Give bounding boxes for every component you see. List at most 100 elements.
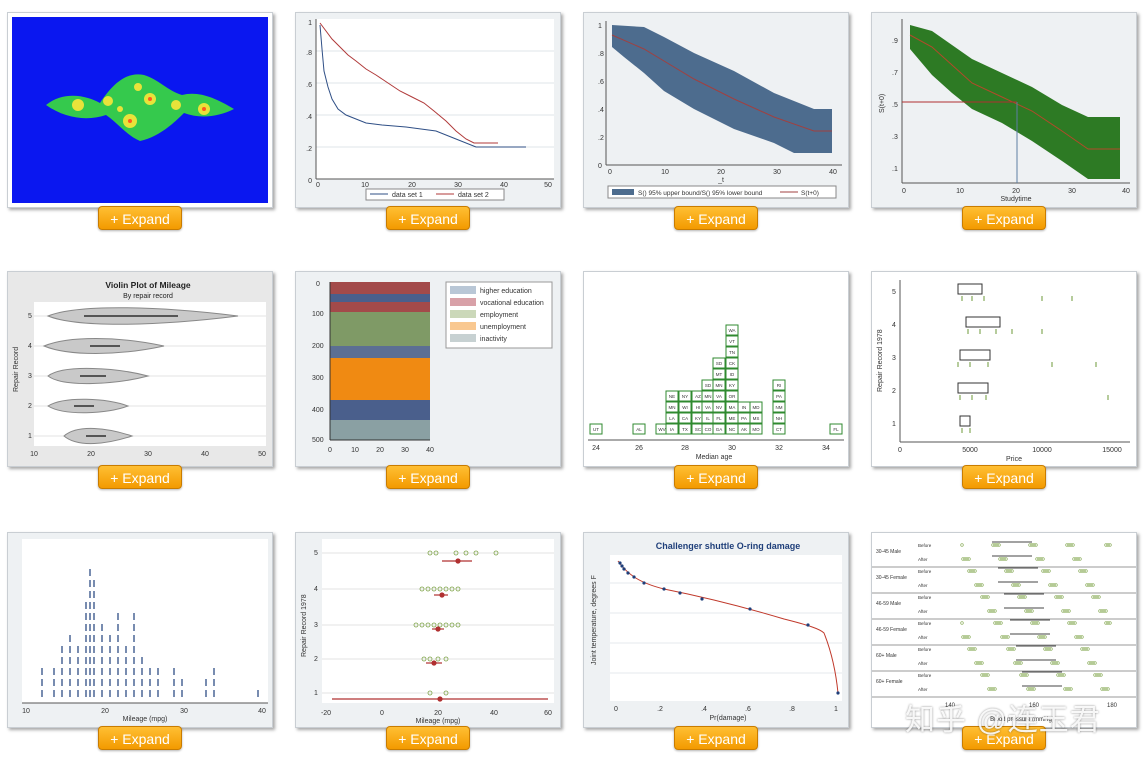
blood-pressure-plot[interactable]: 140 160 180 Blood pressure (mmHg) 30-45 … xyxy=(871,532,1137,728)
x-tick: 30 xyxy=(728,445,736,452)
state-code: KY xyxy=(729,383,735,388)
bp-point xyxy=(1032,687,1036,691)
bp-point xyxy=(1078,557,1082,561)
x-tick: 10000 xyxy=(1032,447,1052,454)
bp-point xyxy=(1071,543,1075,547)
x-tick: .6 xyxy=(745,706,751,713)
bp-point xyxy=(1000,635,1004,639)
bp-point xyxy=(1082,647,1086,651)
expand-button[interactable]: + Expand xyxy=(962,206,1046,230)
state-box: MN xyxy=(712,379,726,391)
bp-point xyxy=(989,687,993,691)
x-tick: 0 xyxy=(380,710,384,717)
bp-point xyxy=(1032,543,1036,547)
x-tick: 10 xyxy=(956,188,964,195)
bp-point xyxy=(986,673,990,677)
y-tick: .4 xyxy=(306,114,312,121)
expand-button[interactable]: + Expand xyxy=(674,465,758,489)
state-code: NE xyxy=(669,394,675,399)
bp-point xyxy=(1030,543,1034,547)
bp-point xyxy=(1013,661,1017,665)
expand-button[interactable]: + Expand xyxy=(386,206,470,230)
bp-point xyxy=(1084,647,1088,651)
x-tick: 0 xyxy=(898,447,902,454)
x-tick: 10 xyxy=(22,708,30,715)
legend-label: data set 2 xyxy=(458,192,489,199)
state-box: ID xyxy=(725,368,739,380)
state-box: NM xyxy=(772,401,786,413)
expand-button[interactable]: + Expand xyxy=(674,206,758,230)
julia-set-image[interactable] xyxy=(7,12,273,208)
bp-point xyxy=(1050,583,1054,587)
x-tick: .2 xyxy=(657,706,663,713)
bp-point xyxy=(982,595,986,599)
state-code: MD xyxy=(753,405,761,410)
bp-point xyxy=(1054,595,1058,599)
state-box: IL xyxy=(701,412,715,424)
dot-ci-plot[interactable]: 5 4 3 2 1 Repair Record 1978 -20 0 20 40… xyxy=(295,532,561,728)
thumbnail-card-box-strip: 5 4 3 2 1 Repair Record 1978 0 5000 1000… xyxy=(871,271,1137,489)
bp-point xyxy=(1098,609,1102,613)
y-tick: 4 xyxy=(892,322,896,329)
km-survival-plot[interactable]: 0 .2 .4 .6 .8 1 0 10 20 30 40 50 data se… xyxy=(295,12,561,208)
x-axis-label: Studytime xyxy=(1000,196,1031,203)
thumbnail-card-challenger: Challenger shuttle O-ring damage Joint t… xyxy=(583,532,849,750)
bp-point xyxy=(1089,583,1093,587)
state-code: KY xyxy=(695,416,701,421)
x-tick: 40 xyxy=(490,710,498,717)
bp-point xyxy=(1097,595,1101,599)
box-strip-plot[interactable]: 5 4 3 2 1 Repair Record 1978 0 5000 1000… xyxy=(871,271,1137,467)
bp-point xyxy=(1054,583,1058,587)
row-label: Before xyxy=(918,595,932,600)
sequence-index-plot[interactable]: 0 100 200 300 400 500 0 10 20 30 40 high… xyxy=(295,271,561,467)
bp-point xyxy=(1054,661,1058,665)
bp-point xyxy=(976,661,980,665)
median-survival-graphic: .9 .7 .5 .3 .1 S(t+0) 0 10 20 30 40 Stud… xyxy=(879,19,1130,203)
bp-point xyxy=(1085,583,1089,587)
median-survival-plot[interactable]: .9 .7 .5 .3 .1 S(t+0) 0 10 20 30 40 Stud… xyxy=(871,12,1137,208)
bp-point xyxy=(1025,673,1029,677)
state-code: IA xyxy=(670,427,674,432)
thumbnail-card-blood-pressure: 140 160 180 Blood pressure (mmHg) 30-45 … xyxy=(871,532,1137,750)
bp-point xyxy=(995,543,999,547)
expand-button[interactable]: + Expand xyxy=(962,465,1046,489)
expand-button[interactable]: + Expand xyxy=(674,726,758,750)
state-box: AL xyxy=(632,423,646,435)
survival-band-plot[interactable]: 0 .2 .4 .6 .8 1 0 10 20 30 40 _t S() 95%… xyxy=(583,12,849,208)
row-label: Before xyxy=(918,647,932,652)
expand-button[interactable]: + Expand xyxy=(98,206,182,230)
state-histogram-plot[interactable]: 24 26 28 30 32 34 Median age UT AL WV IA LA M… xyxy=(583,271,849,467)
violin-plot[interactable]: Violin Plot of Mileage By repair record … xyxy=(7,271,273,467)
y-tick: .6 xyxy=(598,79,604,86)
state-code: FL xyxy=(716,416,722,421)
bp-point xyxy=(1045,647,1049,651)
expand-button[interactable]: + Expand xyxy=(386,726,470,750)
expand-button[interactable]: + Expand xyxy=(98,465,182,489)
row-label: Before xyxy=(918,569,932,574)
state-box: TX xyxy=(678,423,692,435)
bp-point xyxy=(1093,661,1097,665)
state-box: IN xyxy=(737,401,751,413)
row-label: After xyxy=(918,557,928,562)
y-tick: .5 xyxy=(892,102,898,109)
challenger-plot[interactable]: Challenger shuttle O-ring damage Joint t… xyxy=(583,532,849,728)
bp-point xyxy=(973,647,977,651)
bp-point xyxy=(1071,621,1075,625)
expand-button[interactable]: + Expand xyxy=(962,726,1046,750)
state-code: PA xyxy=(776,394,782,399)
bp-point xyxy=(1099,673,1103,677)
expand-button[interactable]: + Expand xyxy=(98,726,182,750)
bp-point xyxy=(1035,557,1039,561)
y-tick: 3 xyxy=(28,373,32,380)
expand-button[interactable]: + Expand xyxy=(386,465,470,489)
state-code: CK xyxy=(729,361,735,366)
stripplot-plot[interactable]: 10 20 30 40 Mileage (mpg) xyxy=(7,532,273,728)
bp-point xyxy=(1080,569,1084,573)
bp-point xyxy=(1065,687,1069,691)
bp-point xyxy=(1074,635,1078,639)
bp-point xyxy=(967,569,971,573)
bp-point xyxy=(961,557,965,561)
bp-point xyxy=(1095,673,1099,677)
x-tick: 20 xyxy=(434,710,442,717)
thumbnail-card-state-histogram: 24 26 28 30 32 34 Median age UT AL WV IA LA M… xyxy=(583,271,849,489)
